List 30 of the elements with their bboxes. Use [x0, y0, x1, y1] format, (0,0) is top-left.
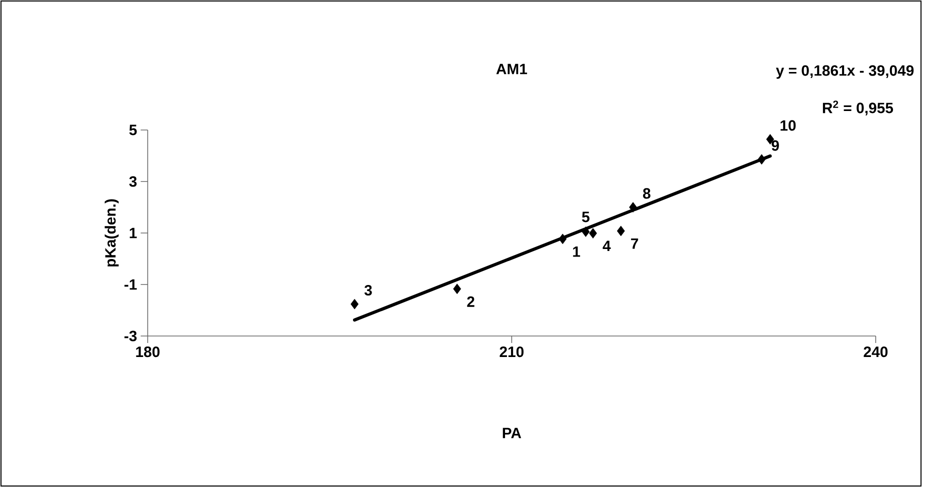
- point: [758, 154, 766, 165]
- y-tick-label: 5: [129, 124, 137, 136]
- annotation: 7: [631, 238, 638, 249]
- x-tick-label: 210: [500, 346, 524, 358]
- annotation: 9: [772, 140, 779, 151]
- y-tick-label: 3: [129, 176, 137, 187]
- text: R$^{2}$ = 0,955: [822, 100, 894, 116]
- point: [589, 228, 597, 238]
- annotation: 8: [643, 188, 650, 199]
- point: [629, 202, 637, 212]
- x-tick-label: 240: [864, 346, 888, 358]
- annotation: 3: [364, 284, 372, 296]
- annotation: 2: [467, 296, 474, 307]
- annotation: 5: [582, 212, 590, 222]
- y-tick-label: -1: [124, 279, 137, 290]
- point: [558, 234, 567, 244]
- y-axis-title: pKa(den.): [104, 199, 119, 266]
- x-tick-label: 180: [136, 346, 160, 358]
- annotation: 4: [602, 240, 611, 252]
- point: [453, 284, 462, 294]
- chart-title: AM1: [496, 64, 528, 74]
- annotation: 1: [573, 246, 580, 257]
- y-tick-label: -3: [124, 330, 137, 342]
- x-axis-title: PA: [502, 428, 522, 438]
- text: y = 0,1861x - 39,049: [776, 65, 914, 79]
- annotation: 10: [780, 120, 796, 131]
- point: [582, 226, 590, 237]
- y-tick-label: 1: [130, 228, 137, 238]
- point: [350, 298, 359, 310]
- point: [616, 226, 625, 236]
